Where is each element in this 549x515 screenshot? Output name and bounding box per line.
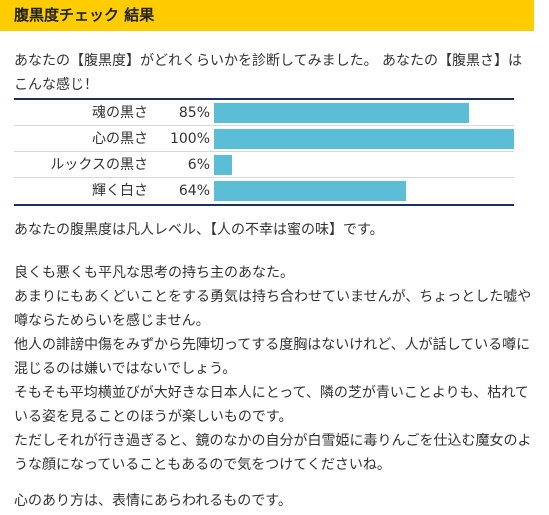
darkness-meter-table: 魂の黒さ 85% 心の黒さ 100% ルックスの黒さ 6% 輝く白さ 64% [14,98,514,206]
description-line: あまりにもあくどいことをする勇気は持ち合わせていませんが、ちょっとした嘘や噂なら… [14,289,532,329]
description-line: そもそも平均横並びが大好きな日本人にとって、隣の芝が青いことよりも、枯れている姿… [14,385,529,425]
meter-bar [214,103,469,123]
meter-value: 64% [178,183,210,199]
meter-row-soul: 魂の黒さ 85% [14,100,514,126]
description-line: 他人の誹謗中傷をみずから先陣切ってする度胸はないけれど、人が話している噂に混じる… [14,337,531,377]
meter-label: 心の黒さ [92,131,148,147]
meter-row-whiteness: 輝く白さ 64% [14,178,514,204]
meter-row-looks: ルックスの黒さ 6% [14,152,514,178]
meter-track [214,155,514,175]
meter-label: ルックスの黒さ [50,157,148,173]
description-line: 良くも悪くも平凡な思考の持ち主のあなた。 [14,265,294,281]
meter-label: 輝く白さ [92,183,148,199]
meter-track [214,181,514,201]
meter-value: 85% [178,105,210,121]
description-line: ただしそれが行き過ぎると、鏡のなかの自分が白雪姫に毒りんごを仕込む魔女のような顔… [14,433,532,473]
meter-bar [214,181,406,201]
summary-text: あなたの腹黒度は凡人レベル、【人の不幸は蜜の味】です。 [14,222,384,238]
meter-value: 100% [169,131,210,147]
result-description: 良くも悪くも平凡な思考の持ち主のあなた。 あまりにもあくどいことをする勇気は持ち… [14,261,534,477]
meter-bar [214,155,232,175]
meter-label: 魂の黒さ [92,105,148,121]
closing-text: 心のあり方は、表情にあらわれるものです。 [14,493,292,509]
intro-text: あなたの【腹黒度】がどれくらいかを診断してみました。 あなたの【腹黒さ】はこんな… [14,53,523,93]
meter-row-heart: 心の黒さ 100% [14,126,514,152]
meter-bar [214,129,514,149]
meter-track [214,129,514,149]
meter-track [214,103,514,123]
result-title: 腹黒度チェック 結果 [14,6,155,24]
meter-value: 6% [187,157,210,173]
result-header: 腹黒度チェック 結果 [0,0,534,31]
